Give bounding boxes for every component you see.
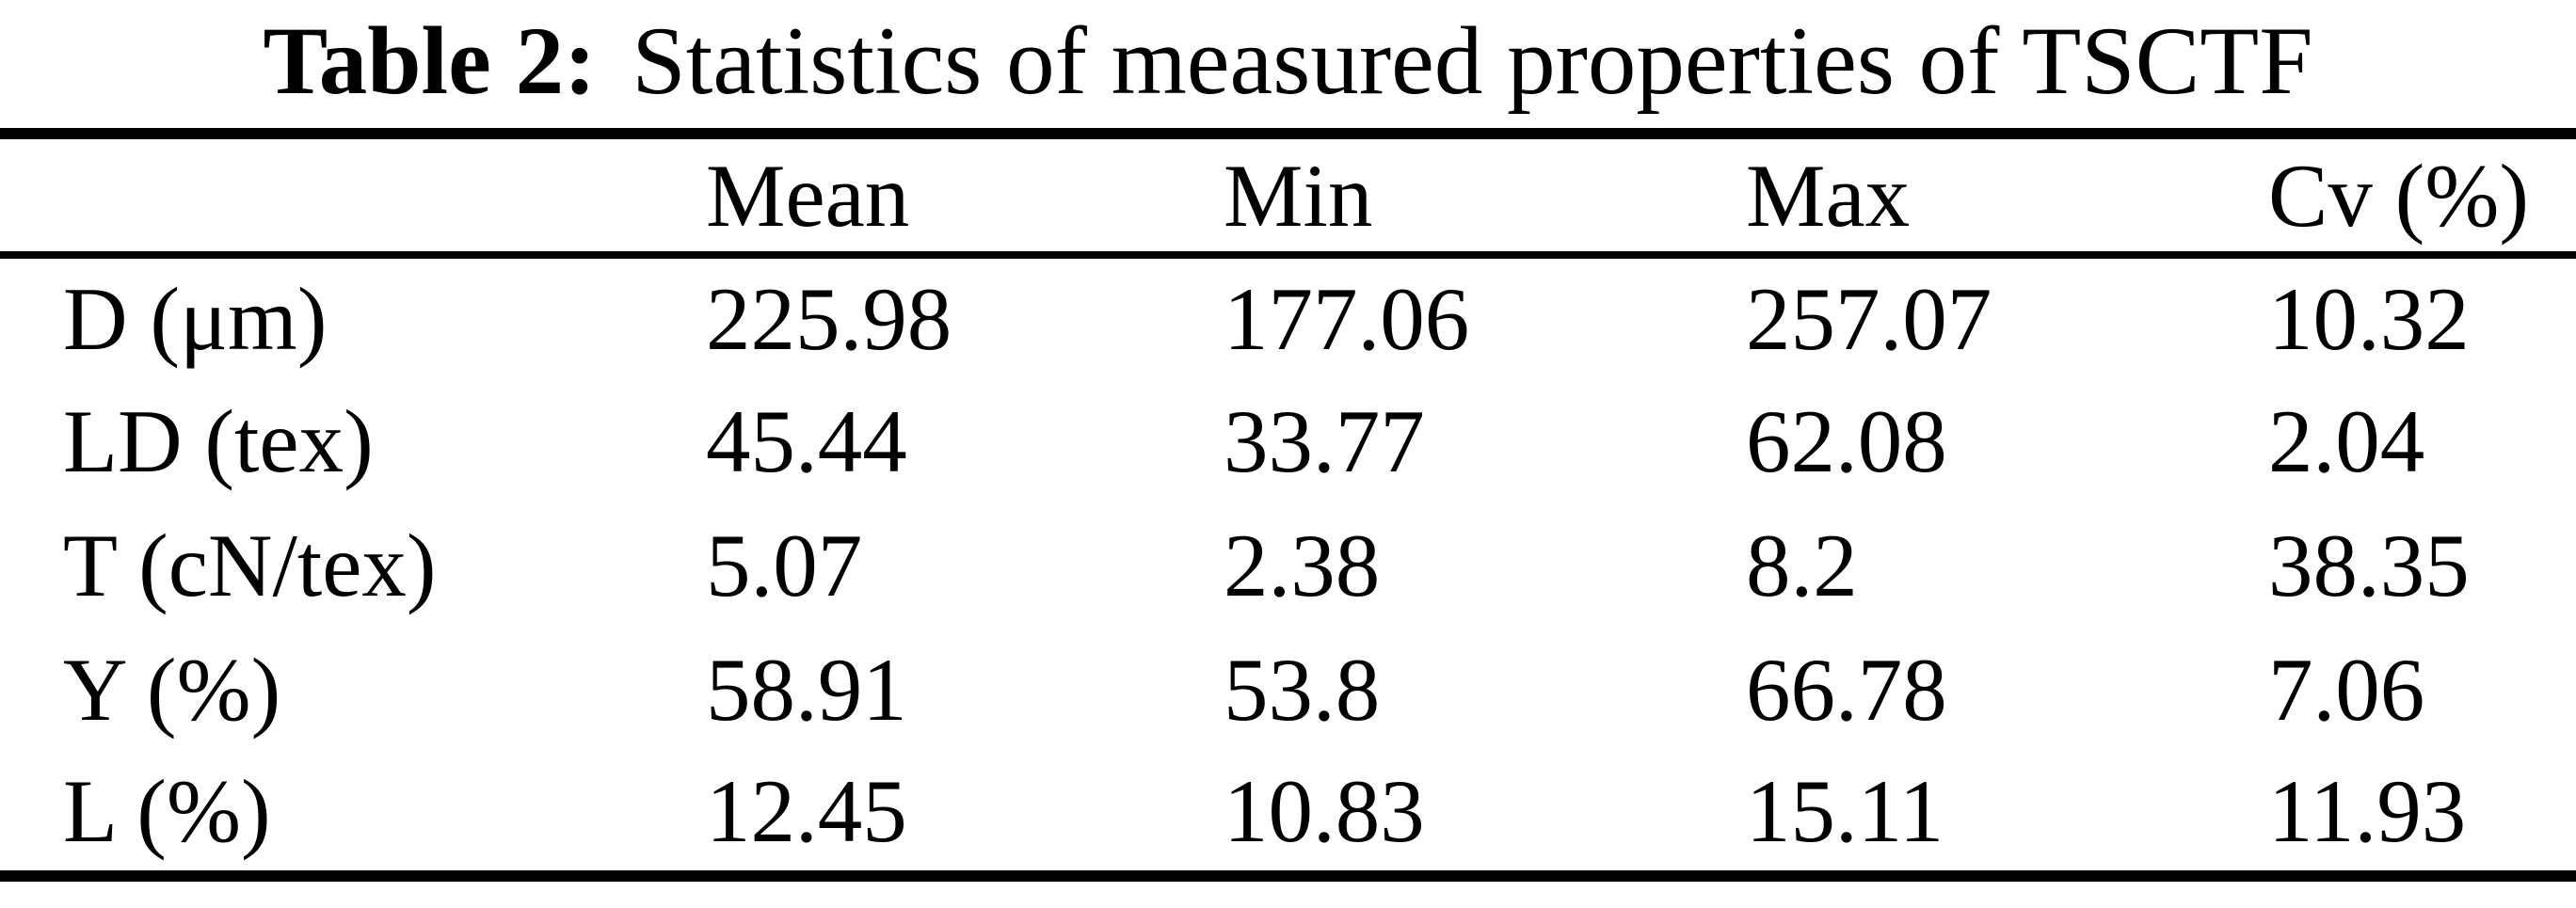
cell-mean: 225.98 [706, 269, 952, 369]
cell-mean: 58.91 [706, 640, 907, 740]
table-row-l: L (%) 12.45 10.83 15.11 11.93 [0, 752, 2576, 876]
cell-max: 8.2 [1746, 516, 1858, 615]
row-label: Y (%) [63, 640, 281, 740]
col-header-min: Min [1224, 134, 1746, 259]
col-header-property [0, 134, 706, 259]
cell-min: 33.77 [1224, 391, 1425, 491]
table-row-d: D (μm) 225.98 177.06 257.07 10.32 [0, 255, 2576, 379]
header-row: Mean Min Max Cv (%) [0, 134, 2576, 259]
col-header-max: Max [1746, 134, 2268, 259]
cell-mean: 5.07 [706, 516, 863, 615]
cell-max: 62.08 [1746, 391, 1947, 491]
row-label: LD (tex) [63, 391, 374, 491]
caption-text: Statistics of measured properties of TSC… [632, 8, 2313, 115]
table-caption: Table 2: Statistics of measured propertie… [0, 0, 2576, 128]
table-row-ld: LD (tex) 45.44 33.77 62.08 2.04 [0, 379, 2576, 503]
cell-max: 15.11 [1746, 761, 1944, 861]
cell-cv: 2.04 [2268, 391, 2425, 491]
cell-min: 10.83 [1224, 761, 1425, 861]
cell-cv: 7.06 [2268, 640, 2425, 740]
cell-cv: 38.35 [2268, 516, 2470, 615]
col-header-mean: Mean [706, 134, 1224, 259]
row-label: D (μm) [63, 269, 328, 369]
row-label: L (%) [63, 761, 271, 861]
cell-max: 257.07 [1746, 269, 1992, 369]
cell-mean: 45.44 [706, 391, 907, 491]
cell-min: 2.38 [1224, 516, 1381, 615]
table-row-t: T (cN/tex) 5.07 2.38 8.2 38.35 [0, 503, 2576, 628]
table-row-y: Y (%) 58.91 53.8 66.78 7.06 [0, 628, 2576, 752]
cell-cv: 11.93 [2268, 761, 2467, 861]
cell-mean: 12.45 [706, 761, 907, 861]
cell-min: 53.8 [1224, 640, 1381, 740]
cell-max: 66.78 [1746, 640, 1947, 740]
row-label: T (cN/tex) [63, 516, 437, 615]
cell-min: 177.06 [1224, 269, 1470, 369]
cell-cv: 10.32 [2268, 269, 2470, 369]
caption-label: Table 2: [263, 8, 597, 115]
statistics-table: Mean Min Max Cv (%) D (μm) 225.98 177.06… [0, 128, 2576, 882]
col-header-cv: Cv (%) [2268, 134, 2576, 259]
